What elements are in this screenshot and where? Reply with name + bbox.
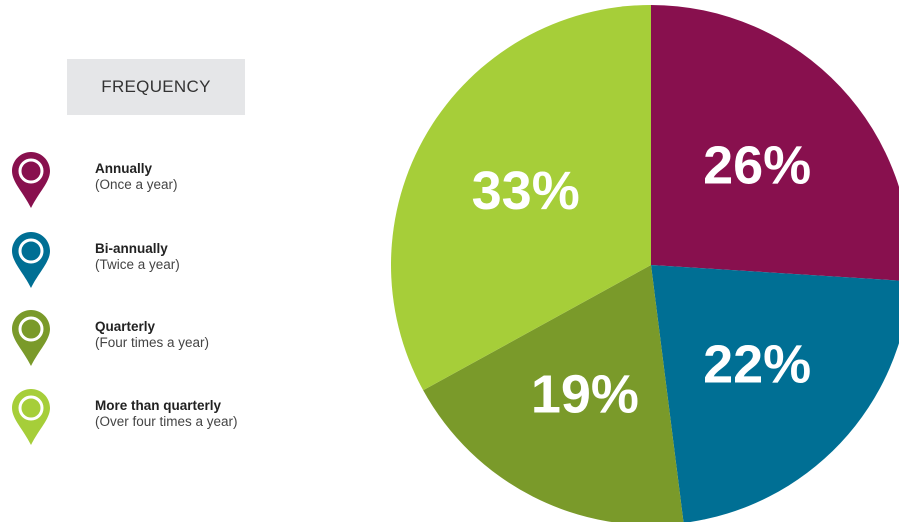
pie-slice-quarterly bbox=[423, 265, 684, 522]
pie-slice-bi-annually bbox=[651, 265, 899, 522]
legend-item-label: Annually bbox=[95, 161, 153, 176]
pie-slice-bi-annually-label: 22% bbox=[703, 335, 811, 395]
legend-item-subtitle: (Four times a year) bbox=[95, 335, 210, 350]
legend-item-annually: Annually (Once a year) bbox=[12, 152, 292, 208]
legend-item-more-than-quarterly: More than quarterly (Over four times a y… bbox=[12, 389, 292, 445]
legend-item-label: Quarterly bbox=[95, 319, 156, 334]
legend-item-quarterly: Quarterly (Four times a year) bbox=[12, 310, 292, 366]
location-pin-icon bbox=[12, 232, 50, 288]
pie-slice-more-than-quarterly-label: 33% bbox=[472, 161, 580, 221]
pie-slice-quarterly-label: 19% bbox=[531, 365, 639, 425]
legend-title: FREQUENCY bbox=[67, 59, 245, 115]
legend-item-subtitle: (Once a year) bbox=[95, 177, 178, 192]
pie-slice-more-than-quarterly bbox=[391, 5, 651, 391]
legend-item-label: Bi-annually bbox=[95, 241, 168, 256]
legend-item-subtitle: (Over four times a year) bbox=[95, 414, 238, 429]
location-pin-icon bbox=[12, 389, 50, 445]
pie-slice-annually bbox=[651, 5, 899, 281]
location-pin-icon bbox=[12, 152, 50, 208]
legend-item-bi-annually: Bi-annually (Twice a year) bbox=[12, 232, 292, 288]
legend-item-label: More than quarterly bbox=[95, 398, 222, 413]
legend-item-subtitle: (Twice a year) bbox=[95, 257, 180, 272]
location-pin-icon bbox=[12, 310, 50, 366]
pie-slice-annually-label: 26% bbox=[703, 135, 811, 195]
